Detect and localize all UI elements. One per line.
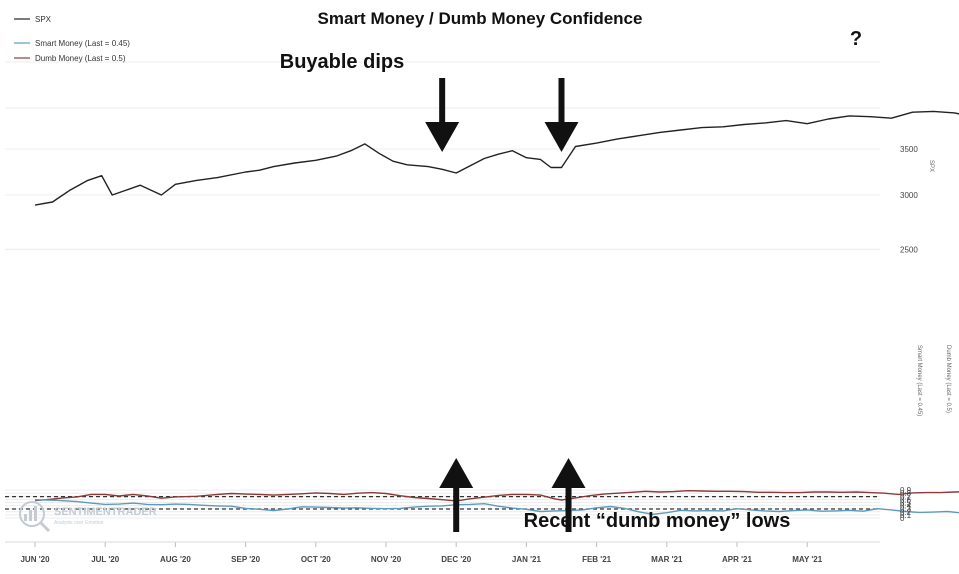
x-tick-label: DEC '20: [441, 555, 471, 564]
spx-axis-label: SPX: [928, 160, 934, 172]
buyable-dips-label: Buyable dips: [280, 51, 404, 73]
legend: SPX Smart Money (Last = 0.45) Dumb Money…: [14, 15, 130, 63]
series-line-spx: [34, 110, 959, 206]
x-tick-label: APR '21: [722, 555, 752, 564]
confidence-tick-label: 0.6: [900, 495, 912, 504]
confidence-tick-label: 0.7: [900, 492, 912, 501]
series-line-smart-money: [34, 499, 959, 515]
up-arrow-icon: [551, 458, 586, 532]
x-tick-label: FEB '21: [582, 555, 612, 564]
confidence-tick-label: 0.4: [900, 502, 912, 511]
legend-entry-spx: SPX: [35, 15, 52, 24]
down-arrow-icon: [544, 78, 579, 152]
confidence-tick-label: 0.3: [900, 505, 912, 514]
x-tick-label: JUL '20: [91, 555, 120, 564]
dumb-axis-label: Dumb Money (Last = 0.5): [945, 345, 951, 413]
series-lines: [34, 110, 959, 515]
annotation-arrows: [425, 78, 586, 532]
x-tick-label: AUG '20: [160, 555, 191, 564]
magnifier-logo-icon: [19, 501, 51, 533]
legend-entry-smart: Smart Money (Last = 0.45): [35, 39, 130, 48]
spx-tick-label: 3000: [900, 191, 918, 200]
confidence-tick-label: 0.9: [900, 486, 912, 495]
question-mark-label: ?: [850, 28, 862, 50]
x-axis-ticks: JUN '20 JUL '20 AUG '20 SEP '20 OCT '20 NOV '…: [5, 541, 880, 564]
watermark-main-text: SENTIMENTRADER: [54, 506, 157, 518]
confidence-tick-label: 0.8: [900, 489, 912, 498]
sentimentrader-watermark: SENTIMENTRADER Analysis over Emotion: [19, 501, 157, 533]
chart-title: Smart Money / Dumb Money Confidence: [318, 9, 643, 28]
up-arrow-icon: [439, 458, 474, 532]
x-tick-label: MAY '21: [792, 555, 822, 564]
smart-axis-label: Smart Money (Last = 0.45): [916, 345, 922, 416]
watermark-sub-text: Analysis over Emotion: [54, 520, 104, 526]
x-tick-label: JUN '20: [20, 555, 50, 564]
x-tick-label: SEP '20: [231, 555, 260, 564]
x-tick-label: NOV '20: [371, 555, 402, 564]
confidence-tick-label: 0: [900, 514, 905, 523]
recent-lows-label: Recent “dumb money” lows: [524, 510, 791, 532]
spx-tick-label: 2500: [900, 245, 918, 254]
confidence-tick-label: 0.1: [900, 511, 912, 520]
x-tick-label: JAN '21: [512, 555, 542, 564]
confidence-tick-label: 0.2: [900, 508, 912, 517]
down-arrow-icon: [425, 78, 460, 152]
spx-tick-label: 3500: [900, 145, 918, 154]
x-tick-label: MAR '21: [651, 555, 683, 564]
confidence-tick-label: 0.5: [900, 499, 912, 508]
axis-ticks: 2500 3000 3500 00.10.20.30.40.50.60.70.80.9: [900, 145, 918, 523]
x-tick-label: OCT '20: [301, 555, 331, 564]
legend-entry-dumb: Dumb Money (Last = 0.5): [35, 54, 126, 63]
series-line-dumb-money: [34, 490, 959, 502]
